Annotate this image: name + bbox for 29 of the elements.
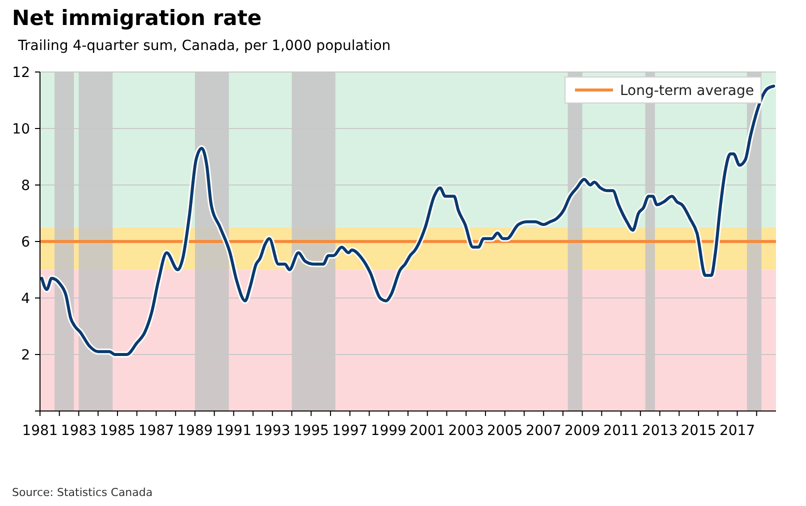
x-tick-label: 2015 (680, 423, 716, 439)
x-tick-label: 1985 (100, 423, 136, 439)
y-tick-label: 12 (12, 65, 30, 81)
x-tick-label: 1999 (370, 423, 406, 439)
x-tick-label: 2017 (719, 423, 756, 439)
x-tick-label: 1987 (138, 423, 174, 439)
x-tick-label: 1981 (22, 423, 58, 439)
y-tick-label: 6 (21, 234, 30, 250)
chart-subtitle: Trailing 4-quarter sum, Canada, per 1,000 population (17, 38, 391, 54)
legend-label: Long-term average (620, 83, 754, 99)
source-note: Source: Statistics Canada (12, 486, 153, 499)
y-tick-label: 2 (21, 348, 30, 364)
chart-title: Net immigration rate (12, 6, 262, 30)
x-tick-label: 2011 (603, 423, 639, 439)
y-tick-label: 8 (21, 178, 30, 194)
y-tick-label: 4 (21, 291, 30, 307)
x-tick-label: 2003 (448, 423, 484, 439)
x-tick-label: 1989 (177, 423, 213, 439)
x-tick-label: 1995 (293, 423, 329, 439)
x-tick-label: 2007 (526, 423, 562, 439)
x-tick-label: 2009 (564, 423, 600, 439)
x-tick-label: 2001 (410, 423, 446, 439)
x-tick-label: 1983 (60, 423, 97, 439)
x-tick-label: 1997 (332, 423, 368, 439)
y-tick-label: 10 (12, 122, 30, 138)
x-tick-label: 2013 (642, 423, 678, 439)
x-tick-label: 1991 (216, 423, 252, 439)
x-tick-label: 2005 (487, 423, 523, 439)
x-tick-label: 1993 (254, 423, 290, 439)
